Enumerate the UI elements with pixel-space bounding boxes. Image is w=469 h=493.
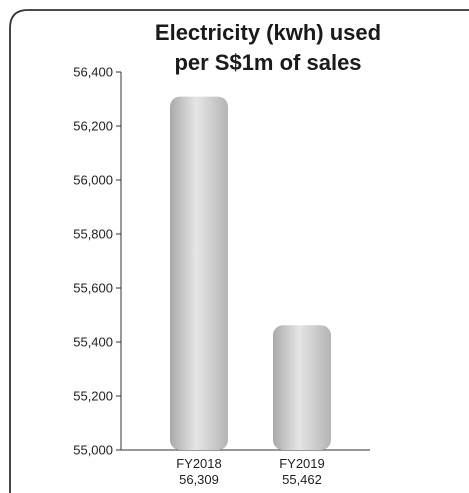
category-label: FY2018 [176,456,222,471]
y-tick-label: 56,200 [73,119,113,134]
y-tick-label: 55,600 [73,281,113,296]
y-tick-label: 55,400 [73,335,113,350]
chart-title-line-2: per S$1m of sales [174,50,361,75]
y-tick-label: 55,200 [73,389,113,404]
y-tick-label: 55,000 [73,443,113,458]
frame-border [9,9,469,493]
y-tick-label: 56,000 [73,173,113,188]
y-tick-label: 55,800 [73,227,113,242]
y-tick-label: 56,400 [73,65,113,80]
bars [170,96,331,450]
bar-fy2018 [170,96,228,450]
value-label: 55,462 [282,472,322,487]
chart-title-line-1: Electricity (kwh) used [155,20,381,45]
category-label: FY2019 [279,456,325,471]
value-label: 56,309 [179,472,219,487]
bar-fy2019 [273,325,331,450]
y-axis: 55,000 55,200 55,400 55,600 55,800 56,000 56,2… [73,65,370,458]
